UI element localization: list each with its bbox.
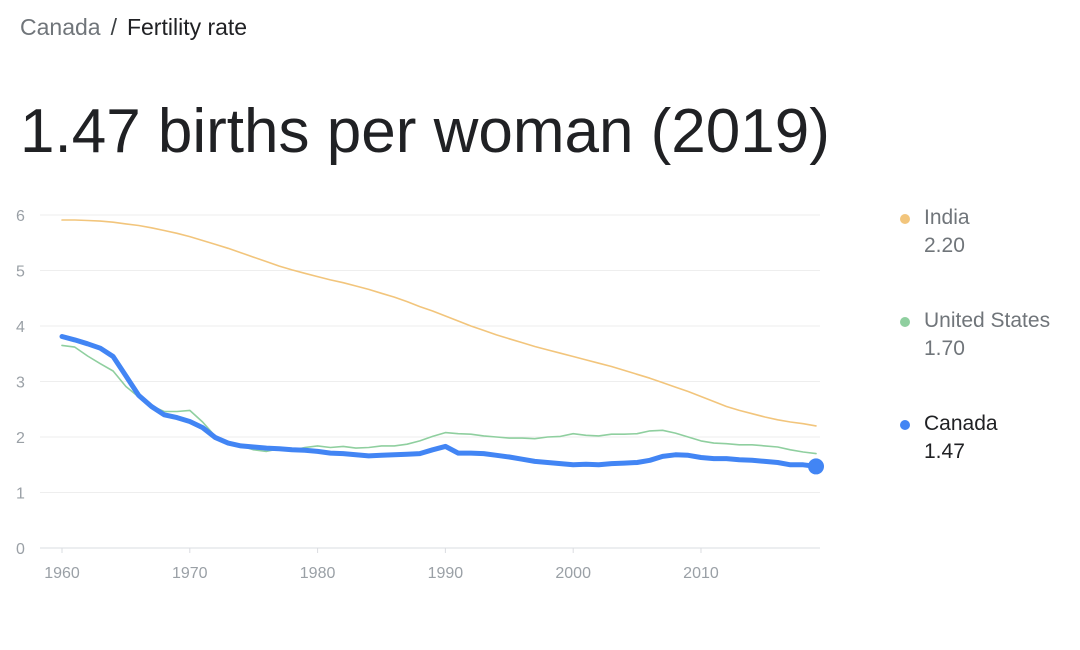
x-tick-label: 1970 bbox=[172, 565, 208, 582]
y-tick-label: 1 bbox=[16, 486, 25, 503]
legend-item-india[interactable]: India 2.20 bbox=[900, 203, 1075, 306]
y-tick-label: 0 bbox=[16, 541, 25, 558]
chart-legend: India 2.20 United States 1.70 Canada 1.4… bbox=[900, 203, 1075, 512]
x-tick-label: 1960 bbox=[44, 565, 80, 582]
legend-value: 1.70 bbox=[924, 337, 965, 360]
series-line-united-states bbox=[61, 344, 817, 455]
series-endpoint-canada[interactable] bbox=[808, 458, 824, 475]
breadcrumb-separator: / bbox=[110, 14, 117, 40]
y-tick-label: 5 bbox=[16, 264, 25, 281]
series-line-canada bbox=[59, 334, 819, 469]
series-line-india bbox=[61, 219, 817, 427]
legend-item-united-states[interactable]: United States 1.70 bbox=[900, 306, 1075, 409]
breadcrumb: Canada / Fertility rate bbox=[20, 12, 247, 42]
y-tick-label: 4 bbox=[16, 319, 25, 336]
legend-name: United States bbox=[924, 309, 1051, 332]
legend-name: Canada bbox=[924, 412, 998, 435]
x-tick-label: 2000 bbox=[555, 565, 591, 582]
line-chart: 0 1 2 3 4 5 6 1960 1970 1980 1990 2000 2010 bbox=[16, 208, 824, 582]
legend-item-canada[interactable]: Canada 1.47 bbox=[900, 409, 1075, 512]
legend-dot-icon bbox=[900, 420, 910, 430]
x-tick-label: 1990 bbox=[428, 565, 464, 582]
y-tick-label: 6 bbox=[16, 208, 25, 225]
x-tick-label: 1980 bbox=[300, 565, 336, 582]
legend-dot-icon bbox=[900, 317, 910, 327]
y-axis-ticks: 0 1 2 3 4 5 6 bbox=[16, 208, 25, 558]
breadcrumb-parent-link[interactable]: Canada bbox=[20, 14, 101, 40]
chart-gridlines bbox=[40, 214, 820, 549]
legend-value: 2.20 bbox=[924, 234, 965, 257]
legend-dot-icon bbox=[900, 214, 910, 224]
legend-name: India bbox=[924, 206, 970, 229]
y-tick-label: 3 bbox=[16, 375, 25, 392]
x-tick-label: 2010 bbox=[683, 565, 719, 582]
legend-value: 1.47 bbox=[924, 440, 965, 463]
chart-series bbox=[59, 219, 824, 475]
breadcrumb-current: Fertility rate bbox=[126, 14, 248, 40]
x-axis-ticks: 1960 1970 1980 1990 2000 2010 bbox=[44, 548, 719, 582]
headline-value: 1.47 births per woman (2019) bbox=[20, 97, 830, 166]
y-tick-label: 2 bbox=[16, 430, 25, 447]
